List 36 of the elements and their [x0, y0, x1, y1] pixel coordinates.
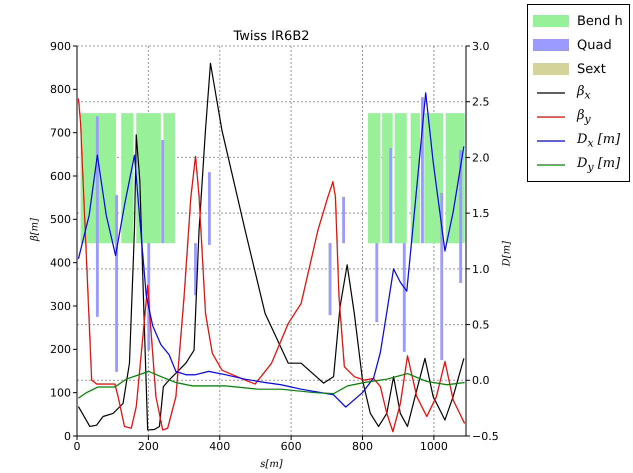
legend-label: D$_{x}$ [m] — [577, 132, 620, 150]
x-axis-title: s[m] — [260, 459, 283, 470]
x-tick-label: 0 — [74, 440, 80, 453]
y-tick-label: 900 — [50, 40, 71, 53]
x-tick-label: 1000 — [420, 440, 448, 453]
x-tick-label: 800 — [352, 440, 374, 453]
x-tick-label: 400 — [209, 440, 230, 453]
y-axis-title: β[m] — [30, 218, 41, 242]
x-tick-label: 600 — [280, 440, 302, 453]
y2-tick-label: 2.0 — [472, 151, 490, 164]
line-series — [78, 370, 466, 399]
y2-tick-label: 2.5 — [472, 96, 490, 109]
y2-tick-label: 3.0 — [472, 40, 490, 53]
y-tick-label: 200 — [50, 343, 71, 356]
y-tick-label: 800 — [50, 83, 71, 96]
y-tick-label: 100 — [50, 386, 71, 400]
y2-axis-title: D[m] — [502, 240, 513, 268]
y2-tick-label: 1.5 — [472, 207, 490, 220]
y-tick-label: 600 — [50, 170, 71, 183]
y-tick-label: 500 — [50, 213, 71, 226]
y2-tick-label: −0.5 — [472, 430, 499, 443]
legend-label: β$_{x}$ — [577, 84, 591, 102]
chart-title: Twiss IR6B2 — [232, 29, 310, 44]
legend-label: β$_{y}$ — [577, 108, 591, 126]
y2-tick-label: 0.0 — [472, 374, 490, 388]
y-tick-label: 300 — [50, 300, 71, 313]
y-tick-label: 0 — [64, 430, 71, 443]
y2-tick-label: 1.0 — [472, 262, 490, 276]
y-tick-label: 700 — [50, 126, 71, 140]
legend-label: D$_{y}$ [m] — [577, 156, 620, 174]
legend-label: Quad — [577, 38, 612, 52]
y2-tick-label: 0.5 — [472, 318, 490, 332]
legend-label: Sext — [577, 62, 606, 76]
legend-label: Bend h — [577, 14, 623, 28]
y-tick-label: 400 — [50, 256, 71, 270]
x-tick-label: 200 — [138, 440, 159, 453]
